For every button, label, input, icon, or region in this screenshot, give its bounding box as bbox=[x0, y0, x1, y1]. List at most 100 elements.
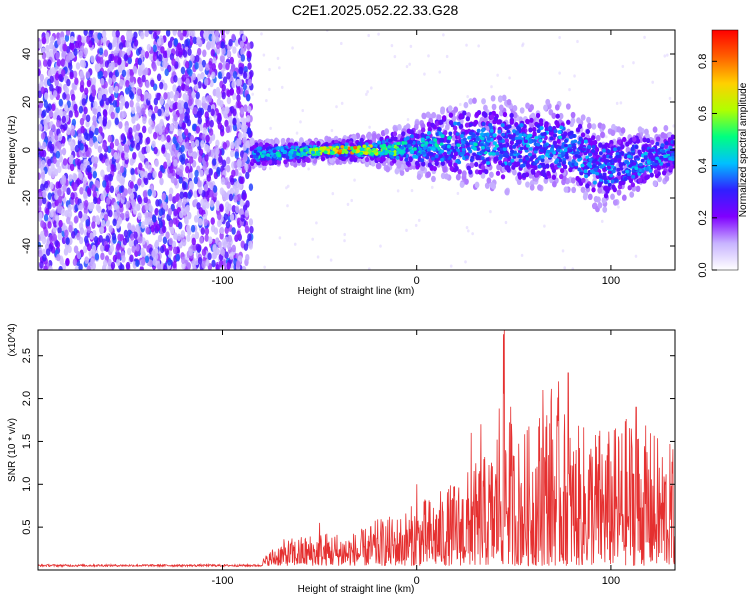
heatmap-cell bbox=[381, 156, 386, 162]
heatmap-cell bbox=[218, 241, 223, 249]
heatmap-cell bbox=[54, 192, 59, 201]
heatmap-cell bbox=[192, 106, 198, 115]
heatmap-cell bbox=[465, 43, 468, 47]
heatmap-cell bbox=[191, 260, 197, 269]
heatmap-cell bbox=[545, 98, 551, 106]
heatmap-cell bbox=[79, 187, 84, 195]
heatmap-cell bbox=[182, 196, 187, 205]
heatmap-cell bbox=[215, 264, 220, 270]
heatmap-cell bbox=[236, 230, 241, 238]
heatmap-cell bbox=[90, 55, 95, 63]
heatmap-cell bbox=[602, 206, 608, 213]
heatmap-cell bbox=[605, 188, 610, 194]
heatmap-cell bbox=[617, 205, 620, 209]
heatmap-cell bbox=[109, 185, 115, 194]
heatmap-cell bbox=[504, 220, 508, 225]
heatmap-cell bbox=[497, 129, 502, 134]
heatmap-cell bbox=[76, 232, 81, 241]
heatmap-cell bbox=[476, 154, 481, 159]
heatmap-cell bbox=[113, 49, 118, 58]
heatmap-cell bbox=[406, 117, 410, 122]
heatmap-cell bbox=[437, 127, 442, 132]
heatmap-cell bbox=[577, 167, 582, 172]
heatmap-cell bbox=[170, 175, 176, 184]
heatmap-cell bbox=[537, 184, 542, 191]
heatmap-cell bbox=[468, 122, 473, 127]
heatmap-cell bbox=[47, 103, 52, 111]
heatmap-cell bbox=[396, 162, 402, 169]
heatmap-cell bbox=[432, 165, 437, 172]
heatmap-cell bbox=[215, 247, 220, 256]
heatmap-cell bbox=[320, 156, 326, 162]
heatmap-cell bbox=[475, 131, 480, 136]
heatmap-cell bbox=[93, 196, 98, 205]
heatmap-cell bbox=[351, 134, 357, 141]
heatmap-cell bbox=[181, 74, 187, 82]
heatmap-cell bbox=[248, 183, 254, 191]
heatmap-cell bbox=[57, 232, 63, 241]
heatmap-cell bbox=[185, 165, 190, 174]
heatmap-cell bbox=[204, 234, 209, 242]
heatmap-cell bbox=[96, 105, 102, 114]
heatmap-cell bbox=[125, 200, 131, 209]
heatmap-cell bbox=[198, 218, 203, 226]
heatmap-cell bbox=[236, 159, 241, 168]
heatmap-cell bbox=[153, 131, 158, 140]
heatmap-cell bbox=[304, 156, 309, 162]
heatmap-cell bbox=[575, 127, 581, 133]
heatmap-cell bbox=[430, 185, 434, 189]
heatmap-cell bbox=[204, 111, 209, 119]
heatmap-cell bbox=[644, 175, 649, 181]
heatmap-cell bbox=[209, 182, 214, 190]
heatmap-cell bbox=[558, 35, 561, 40]
heatmap-cell bbox=[119, 78, 124, 87]
heatmap-cell bbox=[57, 188, 62, 197]
heatmap-cell bbox=[73, 48, 78, 57]
heatmap-cell bbox=[493, 156, 498, 162]
heatmap-cell bbox=[211, 259, 216, 268]
heatmap-cell bbox=[177, 102, 182, 111]
heatmap-cell bbox=[592, 180, 597, 185]
heatmap-cell bbox=[79, 117, 85, 126]
heatmap-cell bbox=[47, 201, 52, 210]
heatmap-cell bbox=[185, 78, 190, 86]
heatmap-cell bbox=[102, 180, 107, 188]
heatmap-cell bbox=[486, 177, 492, 184]
heatmap-cell bbox=[610, 193, 615, 200]
heatmap-cell bbox=[187, 88, 192, 97]
heatmap-cell bbox=[525, 181, 530, 188]
heatmap-cell bbox=[145, 227, 151, 235]
heatmap-cell bbox=[462, 110, 467, 116]
heatmap-cell bbox=[86, 243, 92, 252]
heatmap-cell bbox=[63, 103, 69, 112]
heatmap-cell bbox=[629, 191, 635, 198]
heatmap-cell bbox=[153, 146, 158, 155]
heatmap-cell bbox=[420, 158, 425, 163]
heatmap-cell bbox=[237, 78, 243, 87]
heatmap-cell bbox=[117, 56, 122, 65]
heatmap-cell bbox=[48, 244, 53, 252]
heatmap-cell bbox=[164, 68, 169, 77]
heatmap-cell bbox=[98, 126, 103, 134]
heatmap-cell bbox=[38, 107, 42, 116]
heatmap-cell bbox=[38, 68, 41, 77]
heatmap-cell bbox=[154, 159, 159, 167]
heatmap-cell bbox=[435, 132, 440, 137]
heatmap-cell bbox=[558, 112, 564, 120]
heatmap-cell bbox=[143, 170, 148, 179]
heatmap-cell bbox=[139, 153, 145, 162]
heatmap-cell bbox=[97, 71, 102, 80]
heatmap-cell bbox=[615, 101, 619, 105]
heatmap-cell bbox=[221, 159, 227, 168]
heatmap-cell bbox=[520, 253, 524, 257]
heatmap-cell bbox=[401, 131, 406, 137]
heatmap-cell bbox=[200, 72, 205, 80]
heatmap-cell bbox=[663, 124, 669, 132]
heatmap-cell bbox=[240, 54, 246, 62]
heatmap-cell bbox=[492, 141, 497, 146]
heatmap-cell bbox=[50, 35, 55, 44]
heatmap-cell bbox=[496, 73, 499, 77]
heatmap-cell bbox=[108, 86, 114, 95]
heatmap-cell bbox=[635, 185, 641, 193]
heatmap-cell bbox=[38, 198, 43, 207]
